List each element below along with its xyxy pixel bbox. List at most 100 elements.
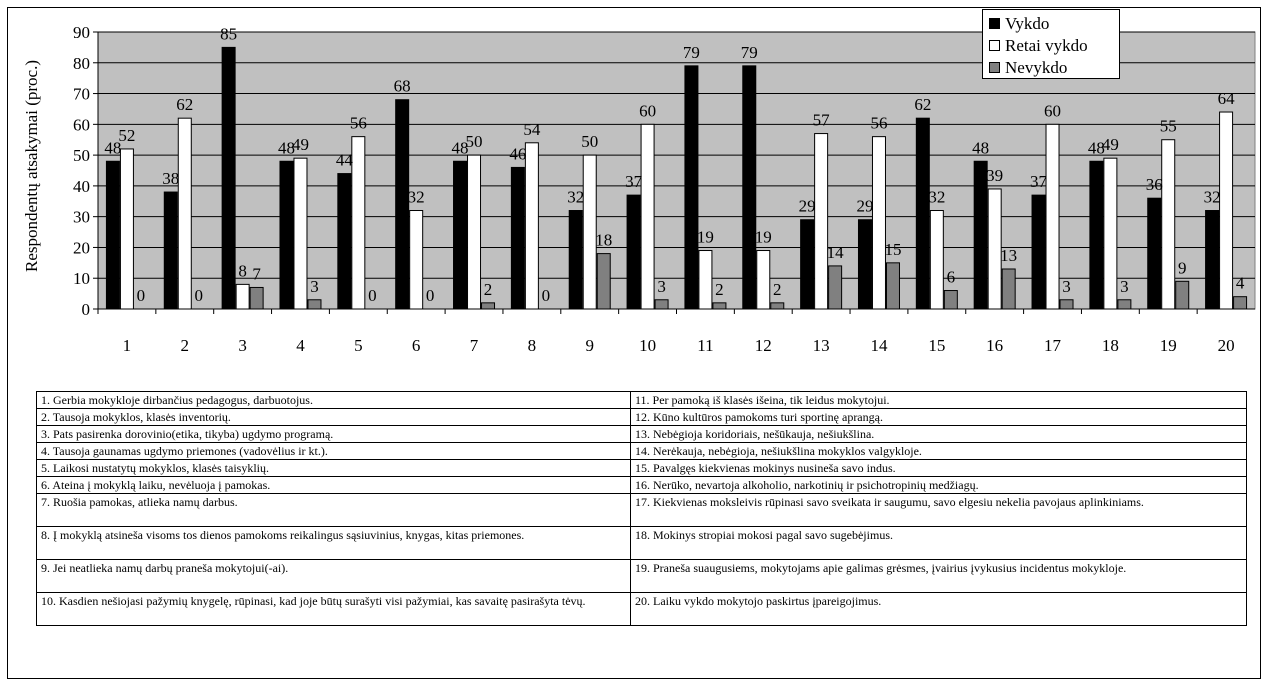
y-tick-label: 40	[73, 177, 90, 196]
data-label: 29	[856, 197, 873, 216]
data-label: 44	[336, 151, 354, 170]
bar-retai-vykdo	[119, 148, 134, 310]
data-label: 6	[947, 268, 956, 287]
bar-retai-vykdo	[814, 133, 829, 310]
data-label: 13	[1000, 246, 1017, 265]
note-15: 15. Pavalgęs kiekvienas mokinys nusineša…	[630, 459, 1247, 477]
data-label: 14	[827, 243, 845, 262]
data-label: 32	[408, 188, 425, 207]
bar-series	[105, 46, 1248, 310]
data-label: 2	[484, 280, 493, 299]
bar-nevykdo	[481, 302, 496, 310]
data-label: 9	[1178, 258, 1187, 277]
x-tick-label: 18	[1102, 336, 1119, 355]
bar-retai-vykdo	[409, 210, 424, 310]
data-label: 0	[137, 286, 146, 305]
data-label: 0	[542, 286, 551, 305]
x-tick-label: 17	[1044, 336, 1062, 355]
data-label: 46	[509, 144, 526, 163]
bar-vykdo	[337, 173, 352, 310]
bar-nevykdo	[1059, 299, 1074, 310]
x-tick-label: 4	[296, 336, 305, 355]
bar-vykdo	[742, 65, 757, 310]
x-tick-label: 7	[470, 336, 479, 355]
y-tick-label: 70	[73, 85, 90, 104]
data-label: 7	[252, 264, 261, 283]
bar-retai-vykdo	[293, 157, 308, 310]
y-tick-label: 30	[73, 208, 90, 227]
y-tick-label: 20	[73, 238, 90, 257]
bar-retai-vykdo	[524, 142, 539, 310]
bar-vykdo	[1205, 210, 1220, 310]
legend-label: Nevykdo	[1005, 57, 1068, 77]
data-label: 19	[755, 228, 772, 247]
note-1: 1. Gerbia mokykloje dirbančius pedagogus…	[36, 391, 631, 409]
data-label: 32	[567, 188, 584, 207]
x-tick-label: 3	[238, 336, 247, 355]
bar-vykdo	[1089, 160, 1104, 310]
x-tick-label: 12	[755, 336, 772, 355]
data-label: 29	[799, 197, 816, 216]
x-tick-label: 1	[123, 336, 132, 355]
data-label: 49	[1102, 135, 1119, 154]
note-9: 9. Jei neatlieka namų darbų praneša moky…	[36, 559, 631, 593]
table-row: 2. Tausoja mokyklos, klasės inventorių. …	[36, 408, 1247, 426]
data-label: 50	[466, 132, 483, 151]
bar-nevykdo	[596, 253, 611, 310]
bar-nevykdo	[307, 299, 322, 310]
data-label: 39	[986, 166, 1003, 185]
bar-nevykdo	[712, 302, 727, 310]
data-label: 0	[195, 286, 204, 305]
x-tick-label: 9	[585, 336, 594, 355]
data-label: 8	[238, 261, 247, 280]
table-row: 4. Tausoja gaunamas ugdymo priemones (va…	[36, 442, 1247, 460]
bar-nevykdo	[828, 265, 843, 310]
data-label: 85	[220, 24, 237, 43]
note-10: 10. Kasdien nešiojasi pažymių knygelę, r…	[36, 592, 631, 626]
bar-nevykdo	[1117, 299, 1132, 310]
bar-retai-vykdo	[1161, 139, 1176, 310]
bar-vykdo	[684, 65, 699, 310]
legend-item-vykdo: Vykdo	[989, 12, 1119, 34]
data-label: 37	[1030, 172, 1048, 191]
x-tick-label: 19	[1160, 336, 1177, 355]
data-label: 0	[368, 286, 377, 305]
note-12: 12. Kūno kultūros pamokoms turi sportinę…	[630, 408, 1247, 426]
table-row: 1. Gerbia mokykloje dirbančius pedagogus…	[36, 391, 1247, 409]
data-label: 49	[292, 135, 309, 154]
x-tick-label: 15	[928, 336, 945, 355]
x-tick-label: 16	[986, 336, 1003, 355]
bar-vykdo	[626, 194, 641, 310]
y-tick-label: 50	[73, 146, 90, 165]
data-label: 52	[118, 126, 135, 145]
data-label: 32	[1204, 188, 1221, 207]
table-row: 8. Į mokyklą atsineša visoms tos dienos …	[36, 526, 1247, 560]
data-label: 50	[581, 132, 598, 151]
x-tick-label: 2	[181, 336, 190, 355]
data-label: 60	[639, 101, 656, 120]
bar-retai-vykdo	[1045, 123, 1060, 310]
x-tick-label: 20	[1218, 336, 1235, 355]
bar-nevykdo	[249, 286, 264, 310]
x-tick-label: 13	[813, 336, 830, 355]
table-row: 7. Ruošia pamokas, atlieka namų darbus. …	[36, 493, 1247, 527]
legend-swatch-retai-vykdo	[989, 39, 1000, 51]
data-label: 48	[1088, 138, 1105, 157]
data-label: 2	[773, 280, 782, 299]
bar-nevykdo	[1233, 296, 1248, 310]
bar-vykdo	[915, 117, 930, 310]
note-7: 7. Ruošia pamokas, atlieka namų darbus.	[36, 493, 631, 527]
note-19: 19. Praneša suaugusiems, mokytojams apie…	[630, 559, 1247, 593]
x-tick-label: 8	[528, 336, 537, 355]
data-label: 36	[1146, 175, 1163, 194]
x-tick-label: 10	[639, 336, 656, 355]
bar-vykdo	[568, 210, 583, 310]
x-tick-label: 6	[412, 336, 421, 355]
y-tick-label: 60	[73, 115, 90, 134]
note-14: 14. Nerėkauja, nebėgioja, nešiukšlina mo…	[630, 442, 1247, 460]
legend-swatch-nevykdo	[989, 61, 1000, 73]
x-tick-label: 5	[354, 336, 363, 355]
bar-vykdo	[1031, 194, 1046, 310]
data-label: 56	[350, 114, 367, 133]
